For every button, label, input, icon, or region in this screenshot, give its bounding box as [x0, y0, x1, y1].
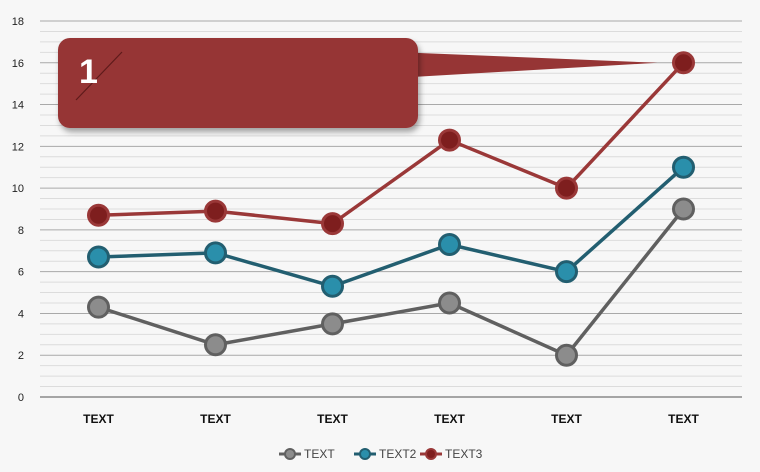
data-point [321, 274, 344, 298]
y-tick-label: 10 [12, 183, 24, 195]
data-point [438, 233, 461, 257]
series-group [87, 51, 695, 367]
data-point [87, 295, 110, 319]
series-line [98, 165, 685, 289]
data-point [87, 203, 110, 227]
series-text [87, 197, 695, 367]
data-point [204, 333, 227, 357]
data-point [672, 197, 695, 221]
y-tick-label: 8 [18, 225, 24, 237]
series-text2 [87, 155, 695, 298]
legend-marker [425, 448, 437, 460]
legend-label: TEXT [304, 447, 335, 461]
y-tick-label: 4 [18, 308, 24, 320]
data-point [321, 212, 344, 236]
legend-item: TEXT [279, 447, 335, 461]
data-point [321, 312, 344, 336]
x-tick-label: TEXT [668, 412, 699, 426]
data-point [87, 245, 110, 269]
legend-label: TEXT2 [379, 447, 417, 461]
data-point [672, 51, 695, 75]
data-point [555, 176, 578, 200]
series-line [97, 207, 685, 357]
x-tick-label: TEXT [551, 412, 582, 426]
axes: 0 2 4 6 8 10 12 14 16 18 TEXT TEXT TEXT TEXT TEXT TEXT [12, 16, 742, 426]
callout-slash [75, 51, 123, 101]
x-tick-label: TEXT [83, 412, 114, 426]
data-point [672, 155, 695, 179]
y-tick-label: 12 [12, 141, 24, 153]
legend-label: TEXT3 [445, 447, 483, 461]
y-tick-label: 14 [12, 100, 24, 112]
legend-marker [284, 448, 296, 460]
y-tick-label: 0 [18, 392, 24, 404]
data-point [204, 199, 227, 223]
data-point [204, 241, 227, 265]
legend: TEXT TEXT2 TEXT3 [279, 447, 483, 461]
x-tick-label: TEXT [200, 412, 231, 426]
callout-pointer [395, 52, 658, 78]
callout-group: 1 [58, 38, 658, 128]
y-tick-label: 16 [12, 58, 24, 70]
data-point [438, 128, 461, 152]
data-point [555, 343, 578, 367]
y-tick-label: 6 [18, 267, 24, 279]
data-point [438, 291, 461, 315]
legend-marker [359, 448, 371, 460]
legend-item: TEXT3 [420, 447, 483, 461]
series-line [98, 61, 685, 226]
callout-number: 1 [79, 53, 98, 91]
x-tick-label: TEXT [434, 412, 465, 426]
y-tick-label: 2 [18, 350, 24, 362]
callout-box [58, 38, 418, 128]
series-text3 [87, 51, 695, 236]
legend-item: TEXT2 [354, 447, 417, 461]
data-point [555, 260, 578, 284]
y-tick-label: 18 [12, 16, 24, 28]
x-tick-label: TEXT [317, 412, 348, 426]
